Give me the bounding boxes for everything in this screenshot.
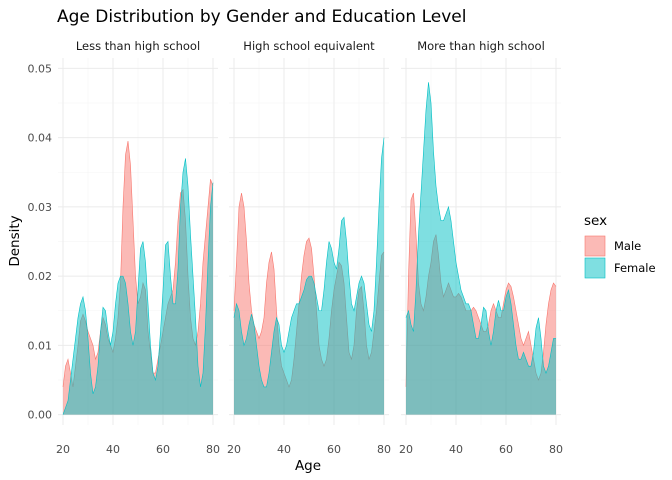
x-tick-label: 40 bbox=[277, 443, 291, 456]
facet-panel: High school equivalent bbox=[229, 39, 389, 425]
density-area-female bbox=[406, 82, 556, 415]
legend-title: sex bbox=[584, 213, 607, 229]
y-axis-title: Density bbox=[7, 215, 23, 266]
facet-panels: Less than high school High school equival… bbox=[58, 39, 561, 425]
density-line-female bbox=[62, 158, 214, 415]
y-tick-label: 0.01 bbox=[28, 339, 53, 352]
density-line-female bbox=[233, 137, 385, 388]
legend: sex Male Female bbox=[584, 213, 656, 279]
x-tick-label: 20 bbox=[227, 443, 241, 456]
x-tick-label: 80 bbox=[377, 443, 391, 456]
y-tick-label: 0.00 bbox=[28, 409, 53, 422]
x-axis-title: Age bbox=[295, 458, 321, 474]
y-axis: 0.00 0.01 0.02 0.03 0.04 0.05 bbox=[28, 62, 53, 421]
x-axes: 20 40 60 80 20 40 60 80 20 40 60 80 bbox=[56, 443, 563, 456]
facet-strip-label: More than high school bbox=[417, 39, 545, 53]
x-tick-label: 60 bbox=[327, 443, 341, 456]
x-tick-label: 20 bbox=[399, 443, 413, 456]
y-tick-label: 0.02 bbox=[28, 270, 53, 283]
x-tick-label: 60 bbox=[156, 443, 170, 456]
legend-key-female bbox=[584, 257, 606, 279]
legend-label-female: Female bbox=[614, 261, 656, 275]
x-tick-label: 80 bbox=[549, 443, 563, 456]
legend-entries: Male Female bbox=[584, 235, 656, 279]
x-tick-label: 80 bbox=[206, 443, 220, 456]
chart-title: Age Distribution by Gender and Education… bbox=[57, 7, 466, 27]
y-tick-label: 0.04 bbox=[28, 132, 53, 145]
facet-panel: Less than high school bbox=[58, 39, 218, 425]
density-area-female bbox=[63, 158, 213, 415]
facet-strip-label: Less than high school bbox=[76, 39, 200, 53]
legend-label-male: Male bbox=[614, 239, 641, 253]
x-tick-label: 40 bbox=[106, 443, 120, 456]
x-tick-label: 60 bbox=[499, 443, 513, 456]
facet-strip-label: High school equivalent bbox=[243, 39, 375, 53]
y-tick-label: 0.05 bbox=[28, 62, 53, 75]
x-tick-label: 40 bbox=[449, 443, 463, 456]
legend-key-male bbox=[584, 235, 606, 257]
y-tick-label: 0.03 bbox=[28, 201, 53, 214]
facet-panel: More than high school bbox=[401, 39, 561, 425]
density-line-female bbox=[405, 82, 556, 374]
x-tick-label: 20 bbox=[56, 443, 70, 456]
